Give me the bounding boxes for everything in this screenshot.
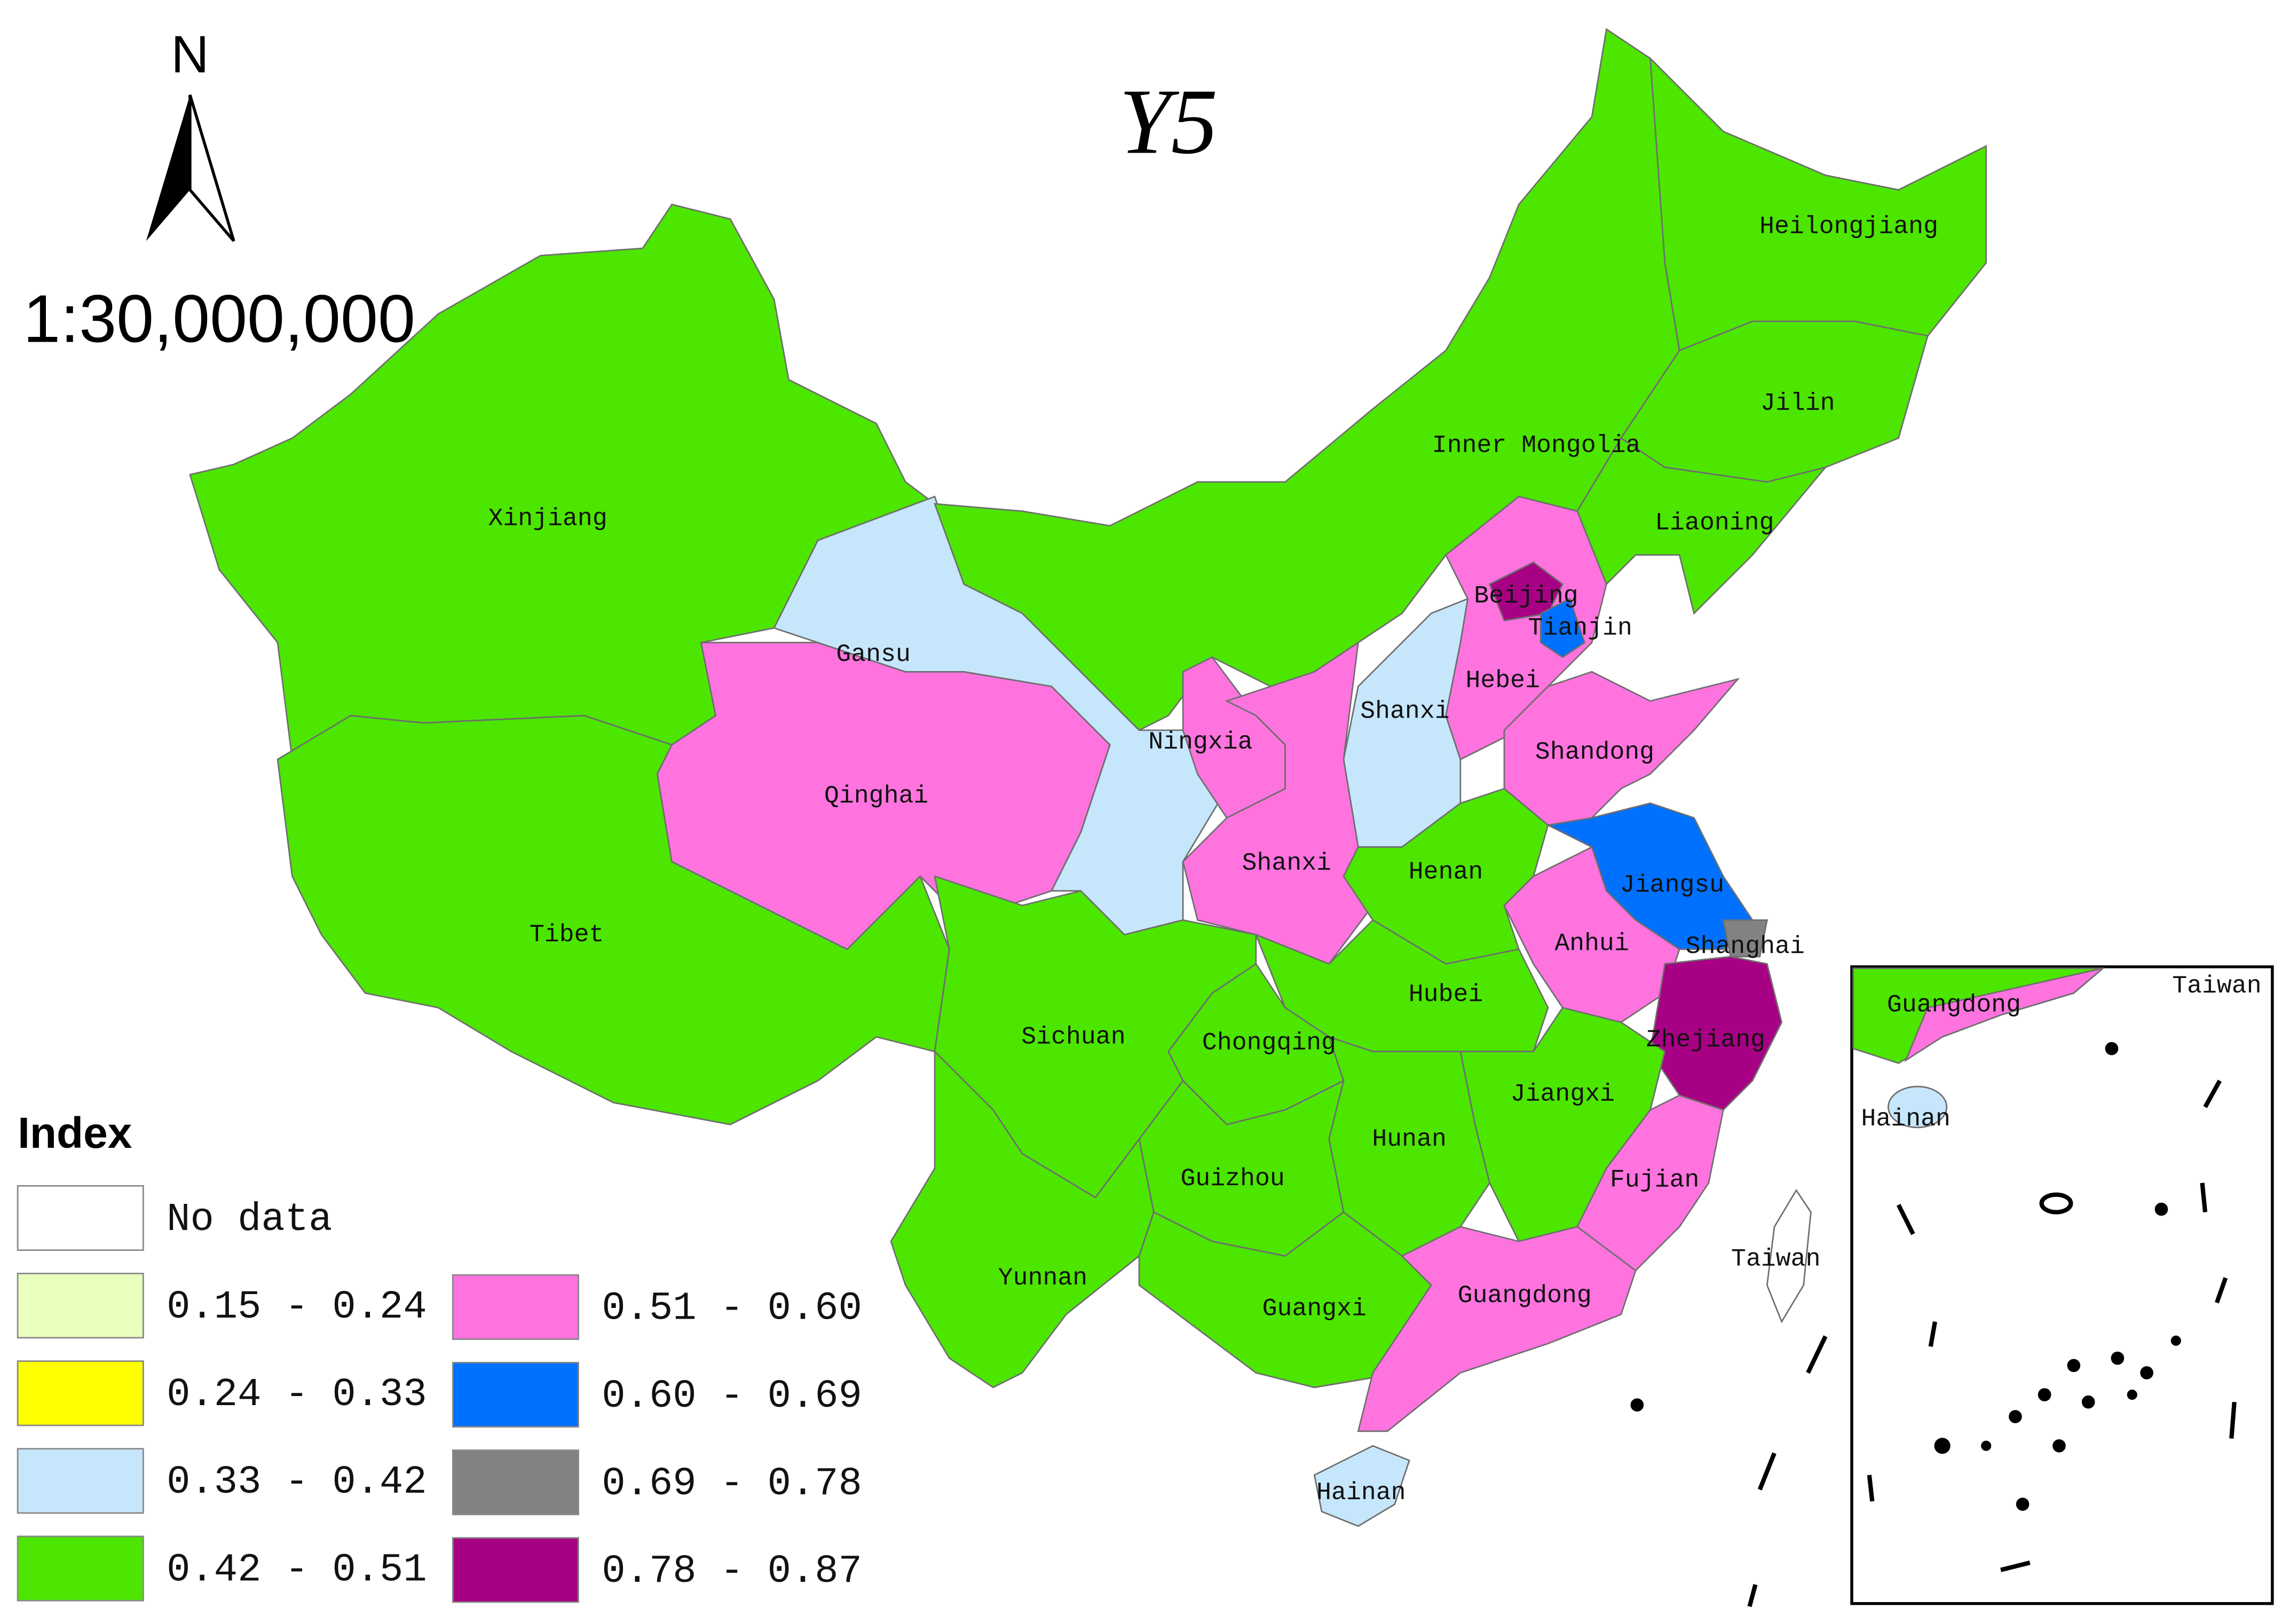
legend-label: 0.60 - 0.69 (602, 1375, 862, 1419)
inset-label: Guangdong (1887, 990, 2021, 1019)
legend-label: 0.33 - 0.42 (167, 1461, 427, 1505)
inset-island (1888, 1085, 1948, 1129)
legend-swatch (452, 1449, 579, 1516)
province (1766, 1188, 1812, 1323)
province-label: Ningxia (1148, 728, 1252, 756)
province-labels: Xinjiang Tibet Qinghai Gansu Inner Mongo… (488, 212, 1938, 1507)
north-label: N (171, 25, 209, 83)
legend-swatch (452, 1361, 579, 1428)
scale-label: 1:30,000,000 (23, 281, 415, 357)
legend: No data 0.15 - 0.24 0.24 - 0.33 0.33 - 0.42… (17, 1185, 862, 1603)
legend-swatch (452, 1274, 579, 1340)
province-label: Fujian (1610, 1166, 1699, 1194)
province-label: Hebei (1465, 666, 1540, 695)
legend-label: 0.69 - 0.78 (602, 1462, 862, 1507)
province-label: Hunan (1372, 1125, 1447, 1153)
inset-frame (1850, 965, 2274, 1605)
inset-islands (1867, 1042, 2237, 1572)
inset-label: Taiwan (2172, 972, 2261, 1000)
legend-label: 0.15 - 0.24 (167, 1286, 427, 1330)
province (1488, 561, 1564, 622)
province-label: Chongqing (1202, 1029, 1336, 1057)
province-label: Shanghai (1686, 932, 1805, 960)
province (1503, 846, 1680, 1023)
legend-swatch (17, 1360, 144, 1426)
legend-swatch (17, 1535, 144, 1602)
legend-label: 0.42 - 0.51 (167, 1548, 427, 1593)
province-label: Yunnan (998, 1264, 1087, 1292)
province (1722, 919, 1768, 958)
province (1313, 1445, 1410, 1527)
inset-labels: Guangdong Taiwan Hainan (1861, 972, 2262, 1133)
legend-label: No data (167, 1198, 332, 1242)
province-label: Jiangxi (1511, 1079, 1615, 1108)
province-label: Guizhou (1180, 1164, 1284, 1193)
legend-swatch (452, 1537, 579, 1603)
province-label: Qinghai (824, 782, 928, 810)
legend-label: 0.51 - 0.60 (602, 1287, 862, 1331)
province-label: Taiwan (1731, 1244, 1820, 1273)
province-label: Gansu (836, 640, 911, 668)
province (1539, 597, 1586, 658)
province-label: Anhui (1554, 929, 1629, 957)
province-label: Henan (1409, 857, 1483, 886)
province-label: Tibet (530, 920, 604, 949)
province-label: Heilongjiang (1759, 212, 1938, 240)
legend-swatch (17, 1185, 144, 1251)
legend-swatch (17, 1273, 144, 1339)
map-title: Y5 (1119, 69, 1218, 173)
province-label: Shanxi (1242, 849, 1331, 877)
legend-label: 0.24 - 0.33 (167, 1373, 427, 1417)
province (1357, 1226, 1637, 1432)
province (1649, 56, 1987, 352)
province-label: Tianjin (1528, 614, 1632, 642)
legend-swatch (17, 1448, 144, 1514)
province-label: Xinjiang (488, 504, 607, 532)
province-label: Guangdong (1458, 1281, 1592, 1310)
province-label: Hainan (1316, 1478, 1405, 1507)
province-label: Liaoning (1655, 509, 1774, 537)
province-label: Inner Mongolia (1432, 431, 1641, 460)
province-label: Guangxi (1262, 1294, 1367, 1322)
legend-label: 0.78 - 0.87 (602, 1550, 862, 1594)
south-sea-islands (1630, 1335, 1828, 1607)
province-label: Shanxi (1360, 697, 1449, 726)
provinces (189, 28, 1987, 1527)
province-label: Beijing (1474, 581, 1578, 610)
province-label: Shandong (1535, 738, 1654, 766)
north-arrow (188, 94, 235, 242)
legend-title: Index (18, 1109, 132, 1157)
inset-label: Hainan (1861, 1105, 1951, 1133)
province-label: Zhejiang (1646, 1026, 1765, 1054)
province-label: Jilin (1760, 389, 1835, 417)
inset-land (1904, 967, 2104, 1062)
province-label: Hubei (1409, 980, 1483, 1008)
province-label: Sichuan (1021, 1023, 1125, 1051)
province (890, 1050, 1155, 1389)
province-label: Jiangsu (1620, 871, 1724, 899)
